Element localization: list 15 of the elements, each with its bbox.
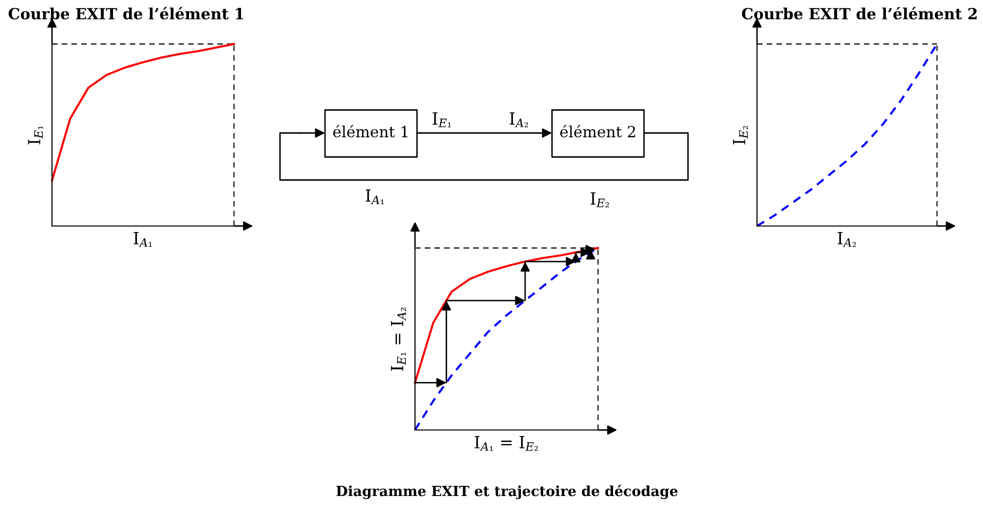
y-axis-title: I$_{E₁}$ = I$_{A₂}$ [391, 308, 406, 371]
chart-title: Courbe EXIT de l’élément 2 [742, 6, 977, 20]
text: I$_{E₁}$ [432, 112, 451, 128]
x-axis-title: I$_{A₁}$ [134, 232, 152, 247]
text: élément 2 [560, 124, 636, 138]
x-axis-title: I$_{A₂}$ [838, 232, 856, 247]
text: I$_{E₂}$ [590, 192, 609, 208]
y-axis-title: I$_{E₁}$ [28, 126, 43, 144]
text: Diagramme EXIT et trajectoire de décodage [336, 484, 678, 500]
chart-title: Courbe EXIT de l’élément 1 [8, 6, 244, 20]
text: I$_{A₁}$ [366, 189, 384, 204]
text: I$_{A₂}$ [510, 112, 528, 128]
y-axis-title: I$_{E₂}$ [733, 126, 748, 144]
text: élément 1 [333, 124, 408, 138]
x-axis-title: I$_{A₁}$ = I$_{E₂}$ [474, 436, 538, 451]
